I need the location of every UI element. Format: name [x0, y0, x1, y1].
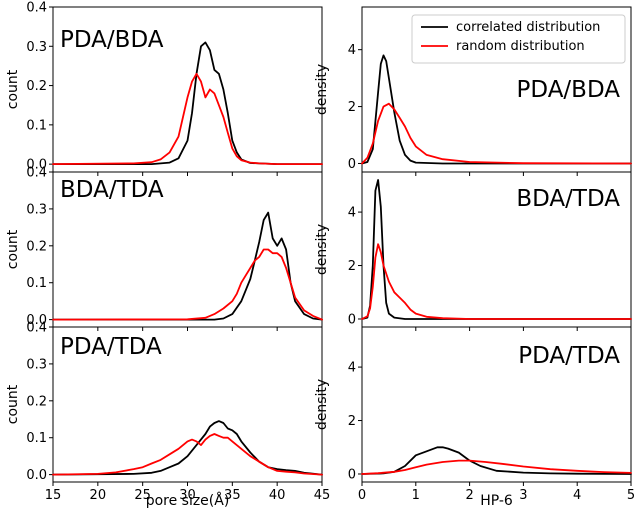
y-tick-label: 0.4: [26, 321, 47, 336]
x-tick-label: 4: [573, 488, 581, 503]
y-tick-label: 4: [348, 361, 356, 376]
x-tick-label: 15: [45, 488, 62, 503]
y-tick-label: 0.0: [26, 468, 47, 483]
x-tick-label: 0: [358, 488, 366, 503]
y-tick-label: 0.4: [26, 166, 47, 181]
series-line-correlated: [361, 446, 632, 475]
x-axis-label: pore size(Å): [146, 492, 230, 509]
legend: correlated distribution random distributi…: [411, 14, 626, 64]
y-tick-label: 0: [348, 157, 356, 172]
x-tick-label: 3: [519, 488, 527, 503]
panel-label: BDA/TDA: [60, 177, 164, 203]
y-tick-label: 0.0: [26, 158, 47, 173]
y-tick-label: 0.2: [26, 394, 47, 409]
y-tick-label: 0: [348, 467, 356, 482]
y-tick-label: 0: [348, 312, 356, 327]
x-tick-label: 5: [627, 488, 635, 503]
series-line-correlated: [52, 420, 323, 476]
legend-label: random distribution: [456, 39, 585, 54]
series-line-random: [361, 243, 632, 320]
legend-box: [411, 14, 626, 64]
panel-1: 0.0 0.1 0.2 0.3 0.4 count PDA/BDA: [5, 1, 323, 176]
y-tick-label: 0.0: [26, 313, 47, 328]
series-line-random: [361, 102, 632, 165]
x-tick-label: 35: [224, 488, 241, 503]
y-axis-label: density: [314, 64, 330, 115]
y-tick-label: 0.2: [26, 239, 47, 254]
series-line-correlated: [52, 211, 323, 321]
panel-label: PDA/TDA: [60, 334, 162, 360]
y-tick-label: 4: [348, 206, 356, 221]
series-line-random: [361, 459, 632, 475]
y-axis-label: count: [5, 69, 21, 109]
y-tick-label: 0.1: [26, 276, 47, 291]
y-tick-label: 2: [348, 259, 356, 274]
y-axis-label: count: [5, 384, 21, 424]
panel-frame: [361, 326, 632, 483]
panel-4: 0 2 4 density BDA/TDA: [314, 171, 632, 331]
y-tick-label: 4: [348, 43, 356, 58]
x-tick-label: 40: [269, 488, 286, 503]
panel-label: PDA/BDA: [517, 77, 621, 103]
series-line-random: [52, 72, 323, 166]
x-tick-label: 2: [465, 488, 473, 503]
y-tick-label: 0.3: [26, 202, 47, 217]
x-tick-label: 45: [314, 488, 331, 503]
series-line-correlated: [361, 54, 632, 165]
panel-label: BDA/TDA: [516, 186, 620, 212]
x-tick-label: 20: [90, 488, 107, 503]
y-axis-label: density: [314, 224, 330, 275]
panel-3: 0.0 0.1 0.2 0.3 0.4 count BDA/TDA: [5, 166, 323, 331]
series-line-random: [52, 248, 323, 321]
panel-label: PDA/BDA: [60, 27, 164, 53]
series-line-correlated: [52, 41, 323, 166]
y-tick-label: 0.3: [26, 357, 47, 372]
y-tick-label: 2: [348, 100, 356, 115]
y-axis-label: count: [5, 229, 21, 269]
panel-5: 0.0 0.1 0.2 0.3 0.4 15 20 25 30 35 40 45 count pore s…: [5, 321, 330, 510]
y-tick-label: 2: [348, 414, 356, 429]
y-tick-label: 0.4: [26, 1, 47, 16]
y-tick-label: 0.2: [26, 79, 47, 94]
panel-label: PDA/TDA: [518, 343, 620, 369]
y-tick-label: 0.1: [26, 431, 47, 446]
series-line-random: [52, 433, 323, 476]
x-tick-label: 25: [134, 488, 151, 503]
y-tick-label: 0.1: [26, 118, 47, 133]
x-axis-label: HP-6: [480, 493, 513, 509]
y-tick-label: 0.3: [26, 40, 47, 55]
legend-label: correlated distribution: [456, 20, 600, 35]
y-axis-label: density: [314, 379, 330, 430]
panel-2: 0 2 4 density PDA/BDA: [314, 6, 632, 176]
x-tick-label: 30: [179, 488, 196, 503]
x-tick-label: 1: [412, 488, 420, 503]
